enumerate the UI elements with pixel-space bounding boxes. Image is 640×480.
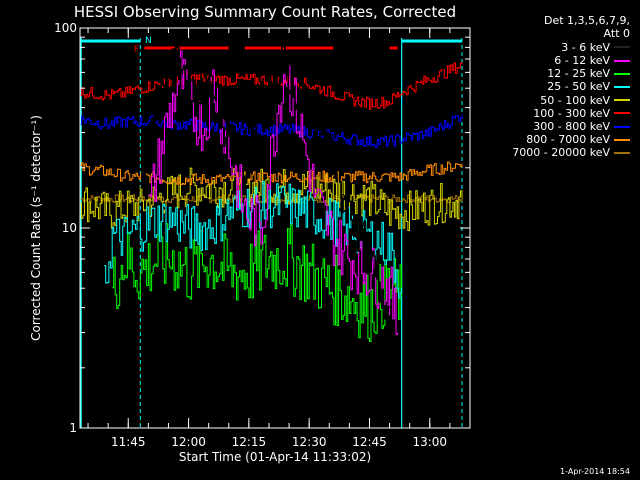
footer-timestamp: 1-Apr-2014 18:54 <box>560 467 630 476</box>
x-tick-label: 13:00 <box>412 435 447 449</box>
legend-entry: 100 - 300 keV <box>480 106 630 120</box>
legend-label: 100 - 300 keV <box>533 106 610 120</box>
x-tick-label: 12:45 <box>352 435 387 449</box>
legend-entry: 7000 - 20000 keV <box>480 146 630 159</box>
legend-label: 3 - 6 keV <box>561 40 610 54</box>
legend-swatch <box>614 138 630 141</box>
legend-swatch <box>614 85 630 88</box>
series-3-6-keV-line <box>140 42 391 320</box>
y-tick-label: 1 <box>69 421 77 435</box>
legend-swatch <box>614 46 630 49</box>
y-tick-label: 10 <box>62 221 77 235</box>
legend-header-line-2: Att 0 <box>603 27 630 41</box>
y-tick-label: 100 <box>54 21 77 35</box>
flag-label-f: F <box>134 45 139 55</box>
legend-swatch <box>614 72 630 75</box>
legend-label: 12 - 25 keV <box>547 67 610 81</box>
series-25-50-keV-line <box>104 180 403 299</box>
legend-label: 7000 - 20000 keV <box>512 146 610 160</box>
legend-entry: 25 - 50 keV <box>480 80 630 93</box>
chart-title: HESSI Observing Summary Count Rates, Cor… <box>74 3 456 21</box>
x-tick-label: 12:15 <box>232 435 267 449</box>
series-50-100-keV-line <box>80 166 463 231</box>
legend-label: 50 - 100 keV <box>540 93 610 107</box>
legend-entry: 800 - 7000 keV <box>480 133 630 146</box>
legend-label: 800 - 7000 keV <box>526 133 610 147</box>
legend-entry: 50 - 100 keV <box>480 93 630 107</box>
legend-entry: 3 - 6 keV <box>480 40 630 54</box>
flag-label-n: N <box>145 36 152 46</box>
legend-label: 25 - 50 keV <box>547 80 610 94</box>
legend-entry: 6 - 12 keV <box>480 54 630 67</box>
legend-swatch <box>614 59 630 62</box>
legend-entry: 12 - 25 keV <box>480 67 630 80</box>
legend-swatch <box>614 151 630 154</box>
legend-swatch <box>614 99 630 102</box>
x-tick-label: 12:30 <box>292 435 327 449</box>
series-100-300-keV-line <box>80 62 463 110</box>
legend-header-line-1: Det 1,3,5,6,7,9, <box>543 14 630 27</box>
x-tick-label: 11:45 <box>111 435 146 449</box>
legend-entry: 300 - 800 keV <box>480 120 630 133</box>
x-axis-label: Start Time (01-Apr-14 11:33:02) <box>179 450 371 464</box>
legend-label: 300 - 800 keV <box>533 120 610 133</box>
y-axis-label: Corrected Count Rate (s⁻¹ detector⁻¹) <box>29 115 43 341</box>
x-tick-label: 12:00 <box>171 435 206 449</box>
legend: Det 1,3,5,6,7,9, Att 0 3 - 6 keV 6 - 12 k… <box>480 14 630 159</box>
legend-swatch <box>614 125 630 128</box>
legend-label: 6 - 12 keV <box>554 54 610 68</box>
legend-swatch <box>614 112 630 115</box>
